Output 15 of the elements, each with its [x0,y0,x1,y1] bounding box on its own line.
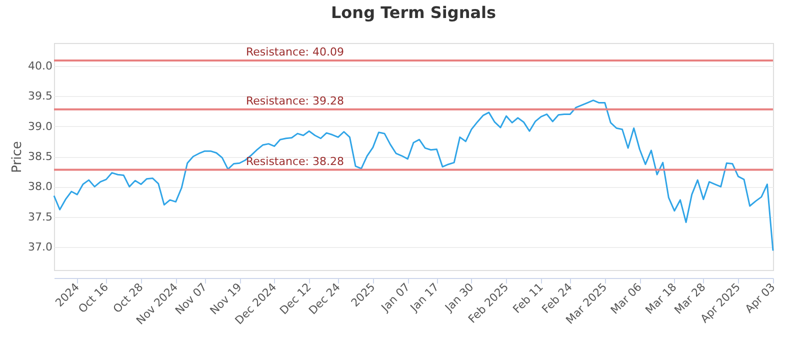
x-tick-label: Jan 17 [407,280,442,315]
y-tick-label: 40.0 [28,59,52,72]
y-tick-label: 38.5 [28,150,52,163]
x-tick-label: Mar 06 [608,280,644,317]
y-axis-title: Price [10,141,26,173]
y-tick-label: 37.0 [28,240,52,254]
chart-title: Long Term Signals [330,3,496,22]
y-tick-label: 39.5 [28,90,52,103]
y-tick-label: 39.0 [28,120,52,133]
ref-line-label: Resistance: 39.28 [246,94,344,108]
y-tick-label: 37.5 [28,210,52,224]
ref-line-label: Resistance: 40.09 [246,46,344,59]
x-tick-label: Apr 03 [742,280,778,316]
y-tick-label: 38.0 [28,180,52,194]
ref-line-label: Resistance: 38.28 [246,154,344,168]
